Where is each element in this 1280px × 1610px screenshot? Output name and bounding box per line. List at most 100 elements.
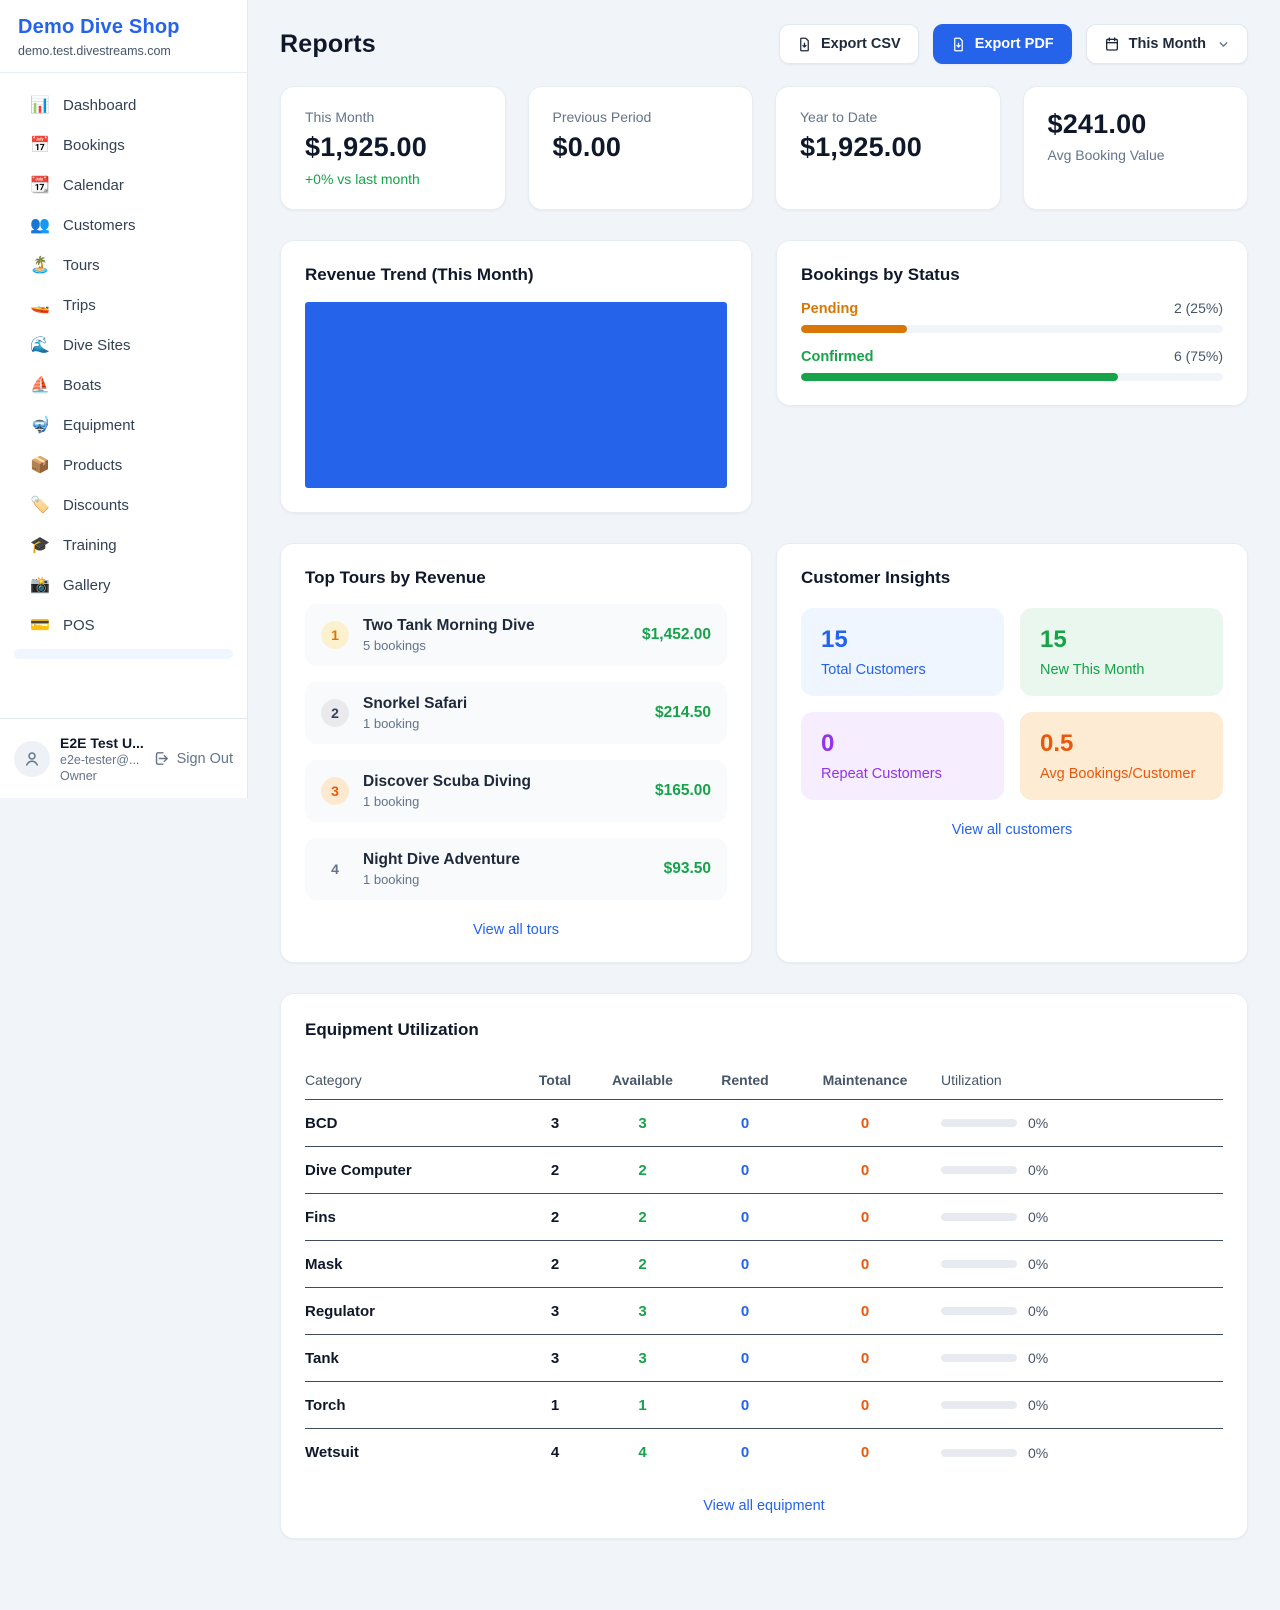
status-row-confirmed: Confirmed 6 (75%) [801, 348, 1223, 381]
tour-row: 2 Snorkel Safari 1 booking $214.50 [305, 682, 727, 744]
cell-maintenance: 0 [860, 1114, 870, 1132]
period-dropdown[interactable]: This Month [1085, 24, 1248, 64]
utilization-bar [941, 1213, 1017, 1221]
tour-bookings: 1 booking [363, 872, 420, 887]
tour-name: Two Tank Morning Dive [363, 617, 535, 634]
utilization-percent: 0% [1028, 1444, 1049, 1461]
stat-value: $1,925.00 [800, 132, 922, 162]
sidebar-item-pos[interactable]: 💳 POS [0, 605, 247, 645]
cell-category: Dive Computer [305, 1161, 412, 1179]
dive-sites-icon: 🌊 [30, 337, 50, 354]
tile-value: 0 [821, 730, 835, 757]
bookings-icon: 📅 [30, 137, 50, 154]
sidebar-item-trips[interactable]: 🚤 Trips [0, 285, 247, 325]
table-row: BCD 3 3 0 0 0% [305, 1100, 1223, 1147]
tile-value: 0.5 [1040, 730, 1074, 757]
sidebar-item-equipment[interactable]: 🤿 Equipment [0, 405, 247, 445]
sidebar-item-training[interactable]: 🎓 Training [0, 525, 247, 565]
table-row: Wetsuit 4 4 0 0 0% [305, 1429, 1223, 1476]
discounts-icon: 🏷️ [30, 497, 50, 514]
sidebar-item-customers[interactable]: 👥 Customers [0, 205, 247, 245]
charts-row: Revenue Trend (This Month) Bookings by S… [280, 240, 1248, 513]
cell-maintenance: 0 [860, 1255, 870, 1273]
tile-label: Avg Bookings/Customer [1040, 766, 1196, 782]
cell-category: Regulator [305, 1302, 376, 1320]
sidebar-item-reports-active-partial[interactable] [14, 649, 233, 659]
cell-utilization: 0% [935, 1397, 1223, 1413]
sidebar-item-calendar[interactable]: 📆 Calendar [0, 165, 247, 205]
cell-utilization: 0% [935, 1256, 1223, 1272]
view-all-tours-link[interactable]: View all tours [473, 922, 559, 938]
logout-icon [155, 752, 168, 765]
cell-maintenance: 0 [860, 1302, 870, 1320]
cell-total: 2 [550, 1255, 560, 1273]
utilization-percent: 0% [1028, 1397, 1049, 1413]
calendar-icon: 📆 [30, 177, 50, 194]
stat-value: $241.00 [1047, 109, 1147, 139]
cell-utilization: 0% [935, 1209, 1223, 1225]
stat-delta: +0% vs last month [305, 171, 420, 187]
utilization-bar [941, 1448, 1017, 1457]
dashboard-icon: 📊 [30, 97, 50, 114]
utilization-percent: 0% [1028, 1115, 1049, 1131]
sidebar-item-boats[interactable]: ⛵ Boats [0, 365, 247, 405]
cell-rented: 0 [740, 1114, 750, 1132]
customer-insights-title: Customer Insights [801, 568, 951, 587]
status-bar-fill [801, 373, 1118, 381]
export-csv-button[interactable]: Export CSV [778, 24, 919, 64]
file-download-icon [953, 37, 963, 51]
sidebar-item-gallery[interactable]: 📸 Gallery [0, 565, 247, 605]
boats-icon: ⛵ [30, 377, 50, 394]
person-icon [26, 751, 38, 766]
rank-badge: 1 [321, 621, 349, 649]
status-count: 6 (75%) [1173, 348, 1223, 364]
col-header-category: Category [305, 1071, 362, 1088]
tour-row: 1 Two Tank Morning Dive 5 bookings $1,45… [305, 604, 727, 666]
table-row: Fins 2 2 0 0 0% [305, 1194, 1223, 1241]
page-header: Reports Export CSV Export PDF [280, 24, 1248, 64]
tile-value: 15 [1040, 626, 1067, 653]
stat-value: $1,925.00 [305, 132, 427, 162]
sidebar-item-bookings[interactable]: 📅 Bookings [0, 125, 247, 165]
top-tours-card: Top Tours by Revenue 1 Two Tank Morning … [280, 543, 752, 963]
sidebar-item-products[interactable]: 📦 Products [0, 445, 247, 485]
revenue-trend-title: Revenue Trend (This Month) [305, 265, 534, 284]
utilization-bar [941, 1166, 1017, 1174]
view-all-customers-link[interactable]: View all customers [951, 822, 1073, 838]
sidebar-item-tours[interactable]: 🏝️ Tours [0, 245, 247, 285]
export-csv-label: Export CSV [820, 36, 901, 52]
tour-bookings: 1 booking [363, 794, 420, 809]
tour-row: 4 Night Dive Adventure 1 booking $93.50 [305, 838, 727, 900]
main-content: Reports Export CSV Export PDF [248, 0, 1280, 1575]
sidebar-item-label: Dashboard [63, 96, 137, 114]
cell-utilization: 0% [935, 1350, 1223, 1366]
sidebar-item-discounts[interactable]: 🏷️ Discounts [0, 485, 247, 525]
insights-row: Top Tours by Revenue 1 Two Tank Morning … [280, 543, 1248, 963]
status-bar-track [801, 373, 1223, 381]
bookings-by-status-card: Bookings by Status Pending 2 (25%) Confi… [776, 240, 1248, 406]
table-row: Tank 3 3 0 0 0% [305, 1335, 1223, 1382]
sign-out-button[interactable]: Sign Out [153, 750, 233, 767]
status-bar-fill [801, 325, 907, 333]
bookings-by-status-title: Bookings by Status [801, 265, 960, 284]
sidebar-item-label: Gallery [63, 576, 111, 594]
cell-category: Tank [305, 1349, 339, 1367]
cell-available: 3 [638, 1349, 647, 1367]
col-header-available: Available [612, 1071, 673, 1088]
tile-new-this-month: 15 New This Month [1020, 608, 1223, 696]
rank-badge: 3 [321, 777, 349, 805]
tour-row: 3 Discover Scuba Diving 1 booking $165.0… [305, 760, 727, 822]
cell-total: 2 [550, 1161, 560, 1179]
cell-rented: 0 [740, 1161, 750, 1179]
user-email: e2e-tester@... [60, 752, 140, 767]
view-all-equipment-link[interactable]: View all equipment [703, 1498, 825, 1514]
cell-category: Fins [305, 1208, 336, 1226]
export-pdf-button[interactable]: Export PDF [932, 24, 1072, 64]
stat-card-this-month: This Month $1,925.00 +0% vs last month [280, 86, 506, 210]
tour-bookings: 5 bookings [363, 638, 426, 653]
tile-label: New This Month [1040, 662, 1145, 678]
table-row: Regulator 3 3 0 0 0% [305, 1288, 1223, 1335]
sidebar-item-dive-sites[interactable]: 🌊 Dive Sites [0, 325, 247, 365]
sidebar-item-dashboard[interactable]: 📊 Dashboard [0, 85, 247, 125]
col-header-total: Total [538, 1071, 572, 1088]
